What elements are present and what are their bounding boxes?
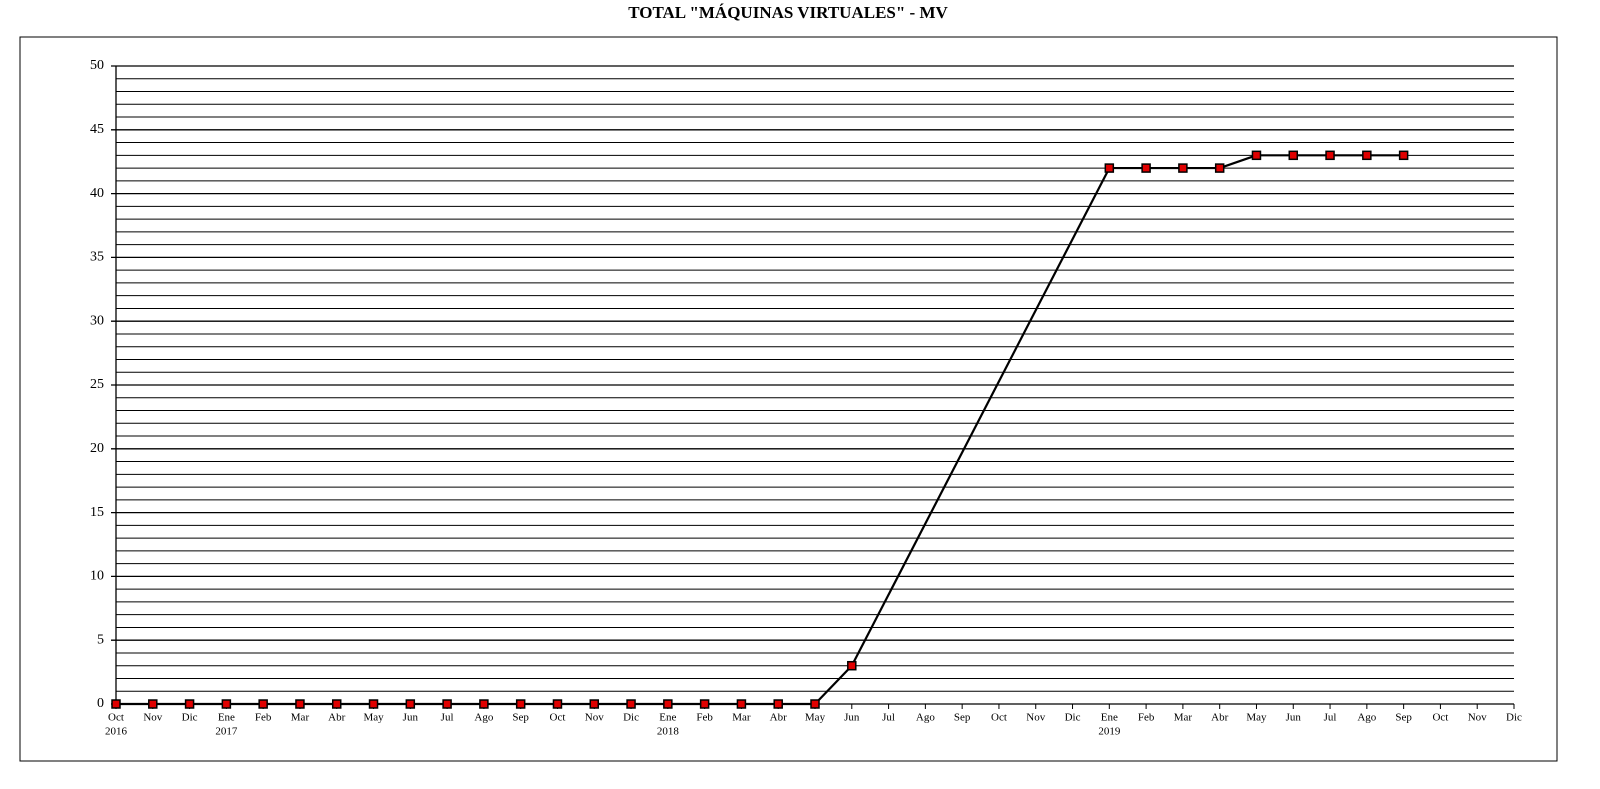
marker (1251, 150, 1262, 161)
marker (699, 699, 710, 709)
marker (1214, 163, 1225, 173)
marker (148, 699, 158, 709)
marker (111, 699, 121, 709)
marker (773, 699, 783, 709)
x-year-label: 2016 (105, 726, 128, 738)
x-tick-label: Mar (732, 712, 751, 724)
x-tick-label: Nov (585, 712, 604, 724)
marker (552, 699, 563, 709)
y-tick-label: 45 (90, 122, 104, 137)
x-tick-label: Feb (1138, 712, 1155, 724)
x-tick-label: Dic (1065, 712, 1081, 724)
x-tick-label: Jul (441, 712, 454, 724)
marker (221, 699, 232, 709)
y-tick-label: 20 (90, 441, 104, 456)
line-segment (1219, 154, 1257, 170)
x-tick-label: Mar (1174, 712, 1193, 724)
x-tick-label: Sep (512, 712, 529, 724)
line-segment (850, 167, 1111, 667)
x-tick-label: May (363, 712, 384, 724)
y-tick-label: 10 (90, 569, 104, 584)
marker (736, 699, 747, 709)
x-tick-label: Nov (1026, 712, 1045, 724)
marker (1288, 150, 1299, 161)
x-tick-label: May (1246, 712, 1267, 724)
y-tick-label: 0 (97, 696, 104, 711)
x-tick-label: Ago (916, 712, 935, 724)
x-tick-label: Ene (659, 712, 676, 724)
y-tick-label: 15 (90, 505, 104, 520)
x-tick-label: Sep (954, 712, 971, 724)
marker (626, 699, 636, 709)
x-tick-label: Ago (1357, 712, 1376, 724)
y-tick-label: 50 (90, 58, 104, 73)
x-tick-label: Abr (1211, 712, 1228, 724)
marker (368, 699, 379, 709)
x-tick-label: May (805, 712, 826, 724)
x-tick-label: Nov (143, 712, 162, 724)
marker (847, 660, 857, 671)
x-tick-label: Abr (770, 712, 787, 724)
x-tick-label: Jul (1324, 712, 1337, 724)
x-tick-label: Oct (1432, 712, 1448, 724)
chart-frame (19, 36, 1558, 762)
marker (405, 699, 416, 709)
x-tick-label: Ago (474, 712, 493, 724)
x-year-label: 2019 (1098, 726, 1121, 738)
x-tick-label: Abr (328, 712, 345, 724)
x-tick-label: Oct (108, 712, 124, 724)
marker (1141, 163, 1151, 173)
marker (1178, 163, 1188, 173)
x-tick-label: Oct (550, 712, 566, 724)
y-tick-label: 30 (90, 313, 104, 328)
marker (1362, 150, 1372, 161)
marker (331, 699, 342, 709)
x-tick-label: Jul (882, 712, 895, 724)
x-tick-label: Jun (1286, 712, 1302, 724)
marker (1104, 163, 1115, 173)
marker (589, 699, 600, 709)
marker (663, 699, 673, 709)
marker (515, 699, 526, 709)
x-tick-label: Mar (291, 712, 310, 724)
marker (1398, 150, 1409, 161)
marker (184, 699, 195, 709)
y-tick-label: 40 (90, 186, 104, 201)
x-tick-label: Dic (182, 712, 198, 724)
y-tick-label: 35 (90, 250, 104, 265)
line-segment (814, 664, 853, 705)
x-tick-label: Jun (403, 712, 419, 724)
chart-title: TOTAL "MÁQUINAS VIRTUALES" - MV (628, 3, 948, 22)
marker (295, 699, 305, 709)
marker (1325, 150, 1335, 161)
marker (479, 699, 489, 709)
y-tick-label: 25 (90, 377, 104, 392)
x-tick-label: Oct (991, 712, 1007, 724)
x-tick-label: Ene (1101, 712, 1118, 724)
x-tick-label: Sep (1395, 712, 1412, 724)
x-tick-label: Feb (255, 712, 272, 724)
x-year-label: 2017 (215, 726, 238, 738)
x-tick-label: Jun (844, 712, 860, 724)
x-tick-label: Dic (1506, 712, 1522, 724)
x-tick-label: Ene (218, 712, 235, 724)
x-tick-label: Nov (1468, 712, 1487, 724)
marker (442, 699, 452, 709)
x-year-label: 2018 (657, 726, 680, 738)
x-tick-label: Feb (696, 712, 713, 724)
x-tick-label: Dic (623, 712, 639, 724)
marker (258, 699, 268, 709)
y-tick-label: 5 (97, 632, 104, 647)
marker (810, 699, 820, 709)
